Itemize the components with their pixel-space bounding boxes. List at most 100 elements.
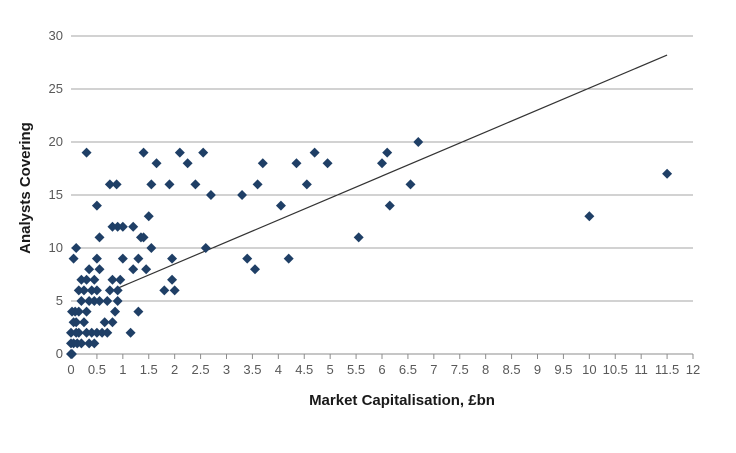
data-point (377, 158, 387, 169)
axes (70, 353, 694, 359)
data-point (76, 274, 87, 285)
x-tick-label: 2 (171, 362, 178, 377)
y-tick-label: 15 (49, 187, 63, 202)
data-point (104, 285, 115, 296)
data-point (78, 285, 89, 296)
data-point (205, 190, 216, 200)
data-point (66, 327, 76, 338)
data-point (138, 147, 149, 158)
data-point (190, 179, 201, 190)
data-point (138, 232, 149, 243)
data-point (107, 274, 118, 285)
y-tick-label: 0 (56, 346, 63, 361)
data-point (84, 338, 95, 349)
y-axis-title: Analysts Covering (17, 122, 34, 254)
data-point (89, 274, 100, 285)
data-point (67, 349, 78, 359)
data-point (141, 264, 152, 275)
gridlines (71, 35, 693, 302)
data-point (76, 338, 87, 349)
data-point (353, 232, 364, 243)
x-tick-label: 6 (378, 362, 385, 377)
data-point (125, 327, 136, 338)
data-point (91, 327, 102, 338)
data-point (257, 158, 268, 169)
data-point (413, 137, 424, 147)
data-point (133, 253, 144, 264)
data-point (143, 211, 154, 222)
data-point (169, 285, 180, 296)
data-points (66, 137, 673, 359)
x-tick-label: 10.5 (603, 362, 628, 377)
x-tick-label: 11.5 (655, 362, 679, 377)
data-point (81, 147, 92, 158)
data-point (128, 264, 139, 275)
data-point (68, 253, 79, 264)
data-point (405, 179, 416, 190)
trendline (112, 54, 668, 291)
x-tick-label: 7.5 (451, 362, 469, 377)
data-point (73, 327, 84, 338)
data-point (76, 296, 87, 306)
data-point (89, 338, 100, 349)
data-point (84, 264, 95, 275)
y-tick-label: 20 (49, 134, 63, 149)
x-tick-label: 7 (430, 362, 437, 377)
x-tick-label: 2.5 (192, 362, 210, 377)
data-point (133, 306, 144, 317)
data-point (242, 253, 253, 264)
data-point (291, 158, 302, 169)
x-axis-title: Market Capitalisation, £bn (309, 392, 495, 409)
data-point (322, 158, 333, 169)
y-tick-label: 30 (49, 28, 63, 43)
data-point (71, 243, 82, 253)
data-point (94, 296, 105, 306)
data-point (73, 285, 84, 296)
data-point (662, 168, 673, 179)
x-tick-label: 0.5 (88, 362, 106, 377)
data-point (107, 317, 118, 328)
data-point (112, 296, 123, 306)
trendline-group (112, 54, 668, 291)
data-point (584, 211, 595, 222)
data-point (110, 306, 121, 317)
data-point (71, 317, 82, 328)
data-point (252, 179, 263, 190)
data-point (86, 327, 97, 338)
data-point (250, 264, 261, 275)
data-point (275, 200, 286, 211)
x-tick-label: 9.5 (554, 362, 572, 377)
data-point (78, 317, 89, 328)
data-point (384, 200, 395, 211)
data-point (91, 200, 102, 211)
data-point (104, 179, 115, 190)
data-point (146, 179, 157, 190)
x-tick-label: 1 (119, 362, 126, 377)
y-tick-labels: 0 5 10 15 20 25 30 (49, 28, 63, 361)
data-point (167, 253, 178, 264)
data-point (117, 221, 128, 232)
data-point (94, 264, 105, 275)
y-tick-label: 25 (49, 81, 63, 96)
data-point (301, 179, 312, 190)
data-point (115, 274, 126, 285)
x-tick-label: 4 (275, 362, 282, 377)
data-point (86, 285, 97, 296)
data-point (159, 285, 170, 296)
data-point (198, 147, 209, 158)
x-tick-label: 3 (223, 362, 230, 377)
y-tick-label: 5 (56, 293, 63, 308)
data-point (283, 253, 294, 264)
x-tick-label: 4.5 (295, 362, 313, 377)
data-point (167, 274, 178, 285)
x-tick-label: 1.5 (140, 362, 158, 377)
x-tick-label: 12 (686, 362, 700, 377)
data-point (99, 317, 110, 328)
x-tick-label: 6.5 (399, 362, 417, 377)
data-point (91, 253, 102, 264)
x-tick-labels: 0 0.5 1 1.5 2 2.5 3 3.5 4 4.5 5 5.5 6 6.5 7 7.5 8 8.5 9 9.5… (67, 362, 700, 377)
data-point (81, 274, 92, 285)
data-point (117, 253, 128, 264)
data-point (200, 243, 211, 253)
data-point (89, 296, 100, 306)
